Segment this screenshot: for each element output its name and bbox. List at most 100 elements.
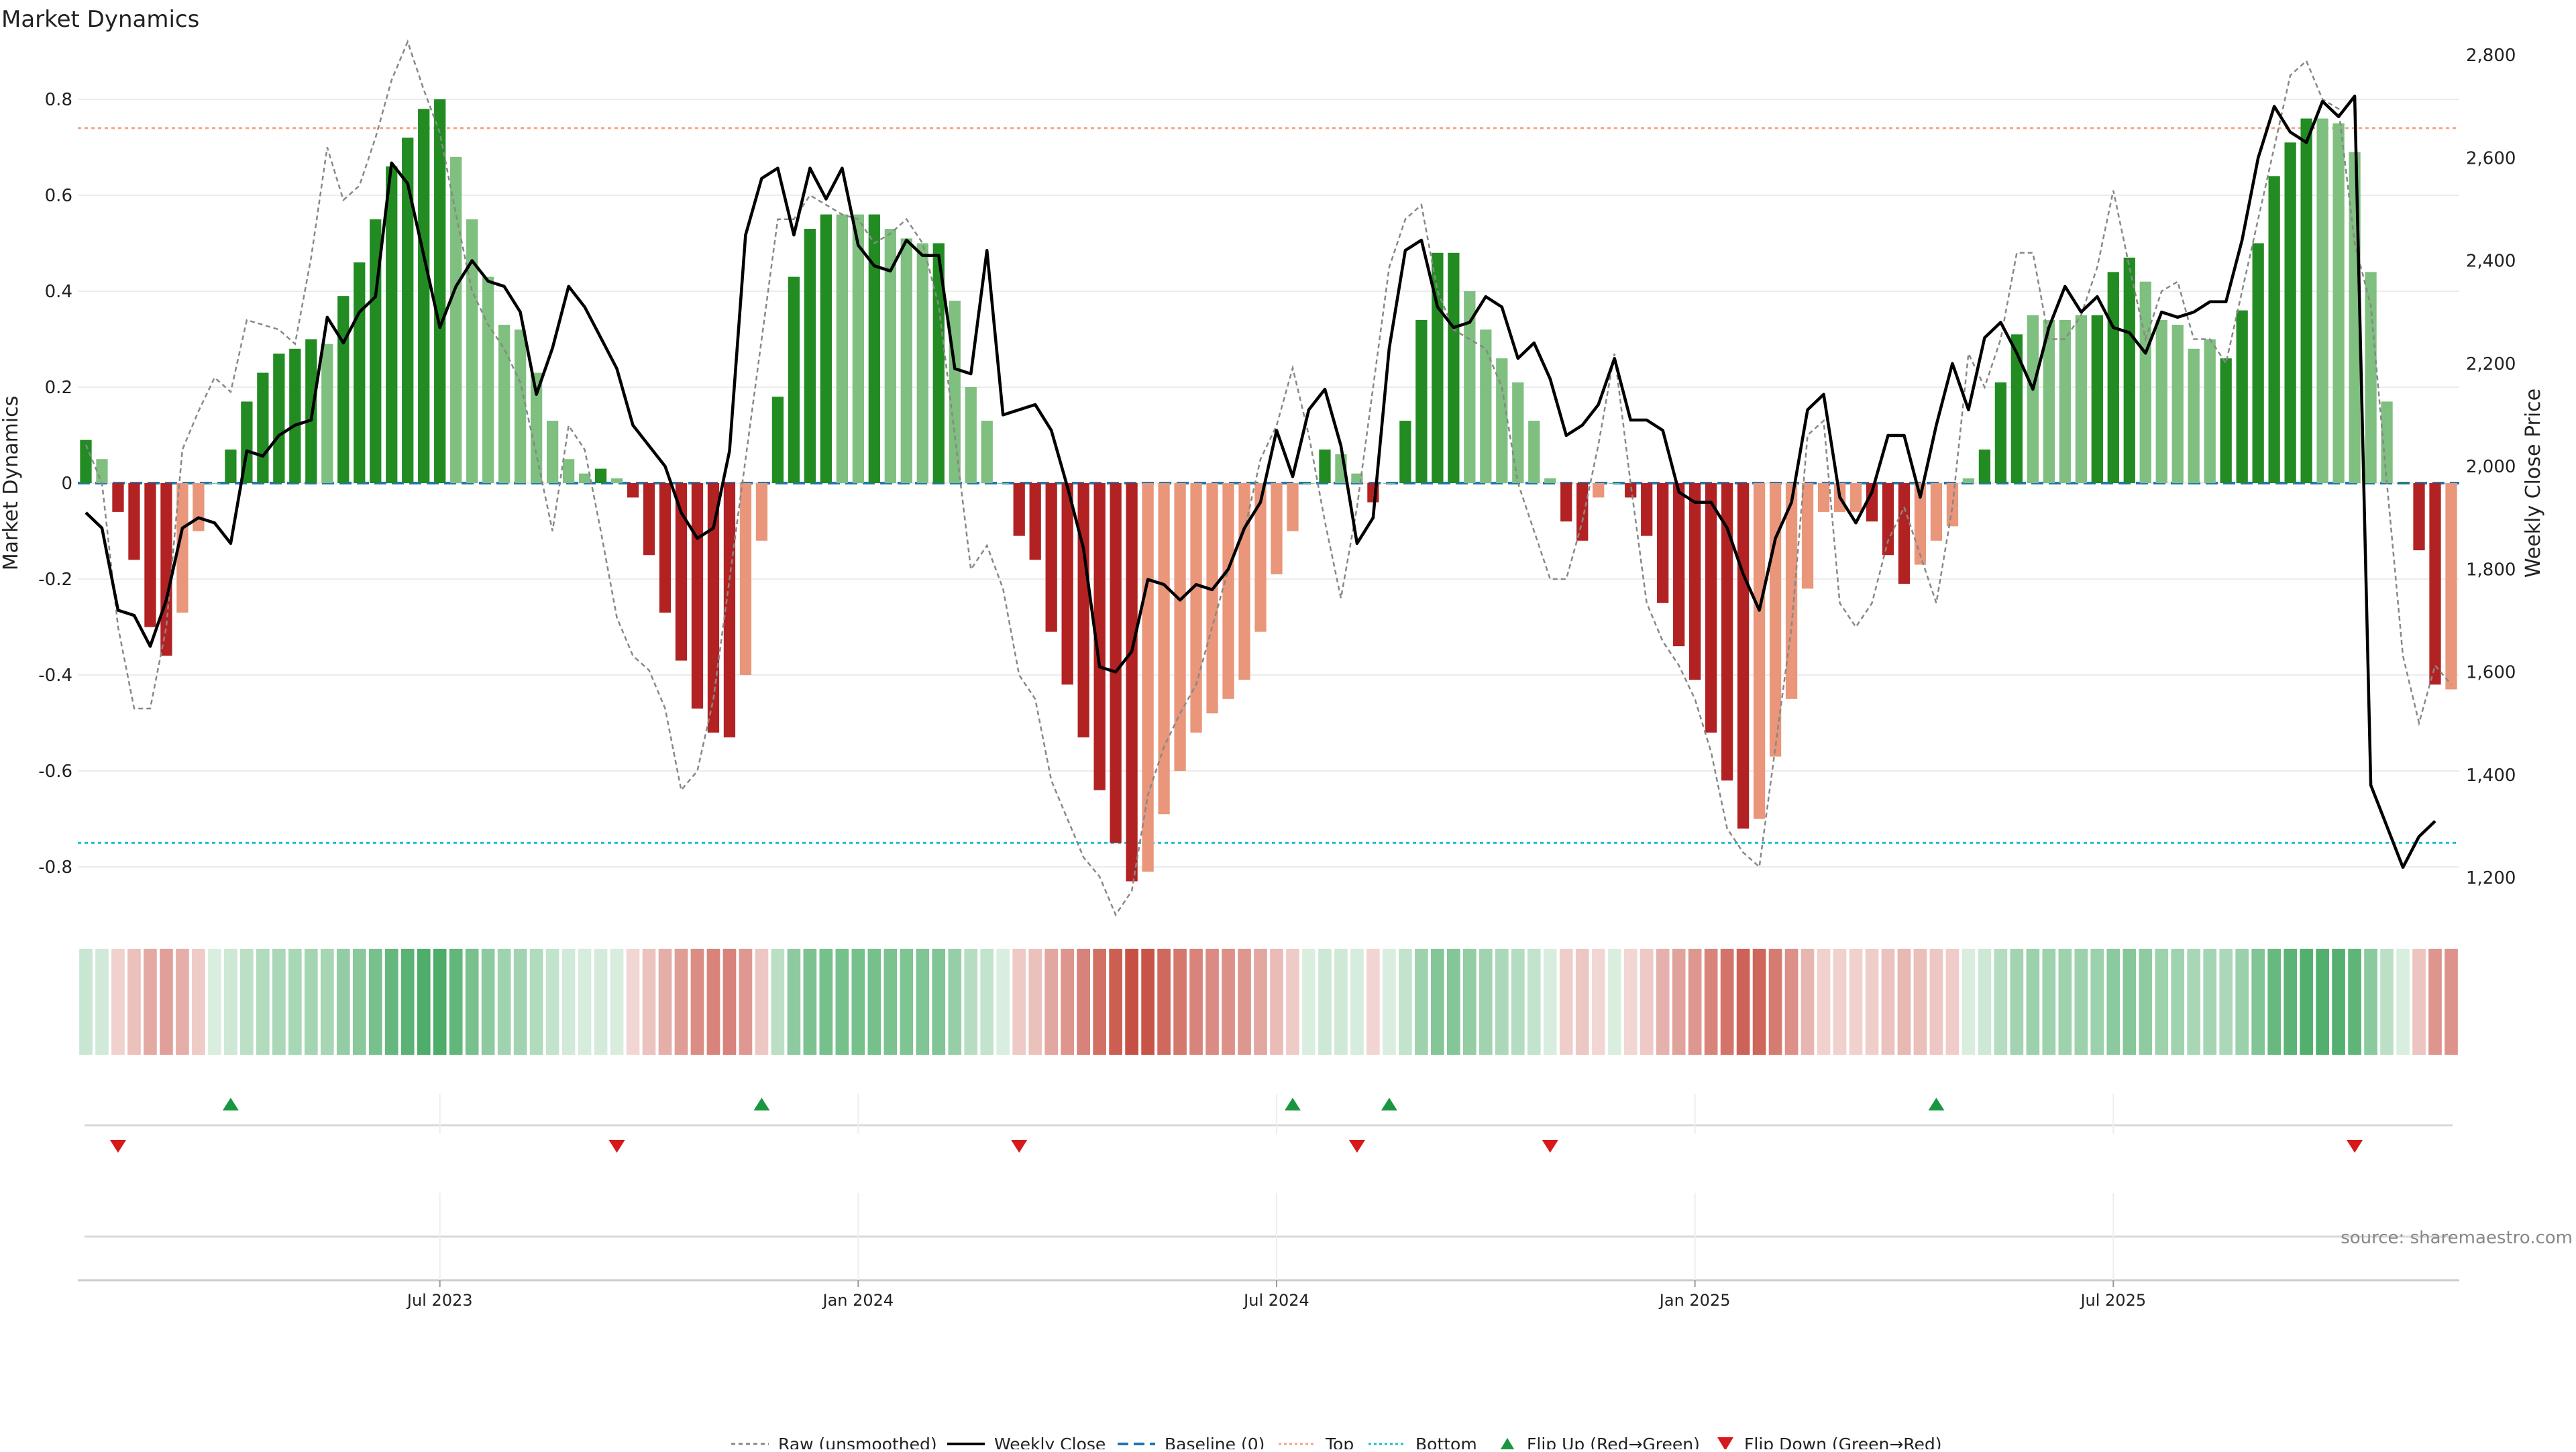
legend-flip-up-label: Flip Up (Red→Green) bbox=[1527, 1435, 1700, 1449]
bar-15 bbox=[321, 344, 333, 483]
bar-138 bbox=[2300, 118, 2312, 484]
heat-cell-40 bbox=[722, 949, 737, 1055]
heat-cell-139 bbox=[2316, 949, 2329, 1055]
reference-lines bbox=[78, 127, 2459, 844]
bar-97 bbox=[1641, 483, 1653, 536]
bar-59 bbox=[1029, 483, 1041, 560]
bar-67 bbox=[1158, 483, 1170, 815]
heat-cell-26 bbox=[497, 949, 511, 1055]
y-tick-label-5: -0.2 bbox=[38, 570, 72, 590]
heat-cell-76 bbox=[1302, 949, 1316, 1055]
heat-cell-88 bbox=[1495, 949, 1509, 1055]
weekly-close-series bbox=[85, 95, 2436, 869]
bar-50 bbox=[884, 229, 896, 483]
heat-cell-70 bbox=[1205, 949, 1219, 1055]
heat-cell-67 bbox=[1157, 949, 1171, 1055]
bar-126 bbox=[2107, 272, 2119, 483]
legend-bottom-label: Bottom bbox=[1415, 1435, 1477, 1449]
heat-cell-5 bbox=[160, 949, 173, 1055]
bar-40 bbox=[723, 483, 736, 737]
bar-29 bbox=[546, 421, 559, 483]
heat-cell-141 bbox=[2348, 949, 2361, 1055]
flip-up-marker-4 bbox=[1928, 1098, 1945, 1110]
heat-cell-52 bbox=[916, 949, 930, 1055]
heat-cell-43 bbox=[771, 949, 785, 1055]
bar-83 bbox=[1415, 319, 1428, 483]
bar-19 bbox=[386, 166, 398, 483]
heat-cell-44 bbox=[787, 949, 801, 1055]
heat-cell-16 bbox=[336, 949, 350, 1055]
bar-129 bbox=[2155, 319, 2167, 483]
heat-cell-131 bbox=[2187, 949, 2201, 1055]
heat-cell-110 bbox=[1849, 949, 1863, 1055]
heat-cell-8 bbox=[208, 949, 221, 1055]
heat-cell-144 bbox=[2396, 949, 2410, 1055]
heat-cell-87 bbox=[1479, 949, 1493, 1055]
heat-cell-105 bbox=[1768, 949, 1782, 1055]
bar-8 bbox=[209, 483, 221, 484]
flip-up-marker-2 bbox=[1284, 1098, 1301, 1110]
bar-128 bbox=[2139, 281, 2151, 483]
legend-raw-label: Raw (unsmoothed) bbox=[778, 1435, 937, 1449]
flip-markers-panel bbox=[85, 1098, 2453, 1153]
heat-cell-127 bbox=[2123, 949, 2137, 1055]
heat-cell-108 bbox=[1817, 949, 1831, 1055]
weekly-close-line bbox=[85, 95, 2436, 869]
bar-0 bbox=[80, 439, 92, 483]
bar-1 bbox=[96, 459, 108, 483]
bar-57 bbox=[997, 483, 1009, 484]
heat-cell-106 bbox=[1784, 949, 1799, 1055]
heat-cell-46 bbox=[819, 949, 833, 1055]
heat-cell-129 bbox=[2155, 949, 2169, 1055]
y-tick-label-1: 0.6 bbox=[45, 186, 72, 206]
bar-77 bbox=[1319, 449, 1331, 483]
bar-121 bbox=[2027, 315, 2039, 483]
heat-cell-119 bbox=[1994, 949, 2008, 1055]
bar-58 bbox=[1013, 483, 1025, 536]
heat-cell-30 bbox=[561, 949, 576, 1055]
y2-tick-label-3: 2,200 bbox=[2466, 354, 2516, 374]
heat-cell-22 bbox=[433, 949, 447, 1055]
bar-55 bbox=[965, 387, 977, 483]
heat-cell-84 bbox=[1431, 949, 1444, 1055]
heat-cell-50 bbox=[883, 949, 898, 1055]
heat-cell-132 bbox=[2203, 949, 2217, 1055]
heat-cell-122 bbox=[2042, 949, 2056, 1055]
bar-119 bbox=[1994, 382, 2007, 483]
bar-54 bbox=[949, 301, 961, 483]
bar-41 bbox=[739, 483, 752, 675]
bar-60 bbox=[1045, 483, 1057, 632]
bar-115 bbox=[1930, 483, 1943, 541]
bar-107 bbox=[1801, 483, 1814, 589]
heat-cell-142 bbox=[2364, 949, 2377, 1055]
bar-64 bbox=[1110, 483, 1122, 843]
heat-cell-134 bbox=[2235, 949, 2249, 1055]
y-tick-label-3: 0.2 bbox=[45, 378, 72, 398]
heat-cell-37 bbox=[674, 949, 688, 1055]
bar-30 bbox=[562, 459, 575, 483]
bar-13 bbox=[289, 348, 301, 483]
heat-cell-138 bbox=[2300, 949, 2313, 1055]
bar-118 bbox=[1978, 449, 1991, 483]
right-axis: 2,800 2,600 2,400 2,200 2,000 1,800 1,600 1,400… bbox=[2466, 46, 2516, 888]
bar-104 bbox=[1753, 483, 1766, 819]
y-tick-label-0: 0.8 bbox=[45, 90, 72, 110]
bar-12 bbox=[273, 353, 285, 483]
heat-cell-115 bbox=[1929, 949, 1943, 1055]
bar-134 bbox=[2236, 310, 2248, 483]
y2-tick-label-6: 1,600 bbox=[2466, 663, 2516, 683]
heat-cell-54 bbox=[948, 949, 962, 1055]
bar-17 bbox=[354, 262, 366, 483]
heat-cell-10 bbox=[240, 949, 254, 1055]
bar-4 bbox=[144, 483, 156, 627]
heat-cell-147 bbox=[2445, 949, 2458, 1055]
bar-140 bbox=[2332, 123, 2345, 483]
heat-cell-96 bbox=[1623, 949, 1638, 1055]
heat-cell-6 bbox=[176, 949, 189, 1055]
y-tick-label-8: -0.8 bbox=[38, 858, 72, 878]
bar-36 bbox=[659, 483, 672, 613]
flip-up-marker-1 bbox=[753, 1098, 770, 1110]
raw-line bbox=[85, 39, 2452, 917]
bar-70 bbox=[1206, 483, 1218, 714]
bar-144 bbox=[2397, 483, 2409, 484]
